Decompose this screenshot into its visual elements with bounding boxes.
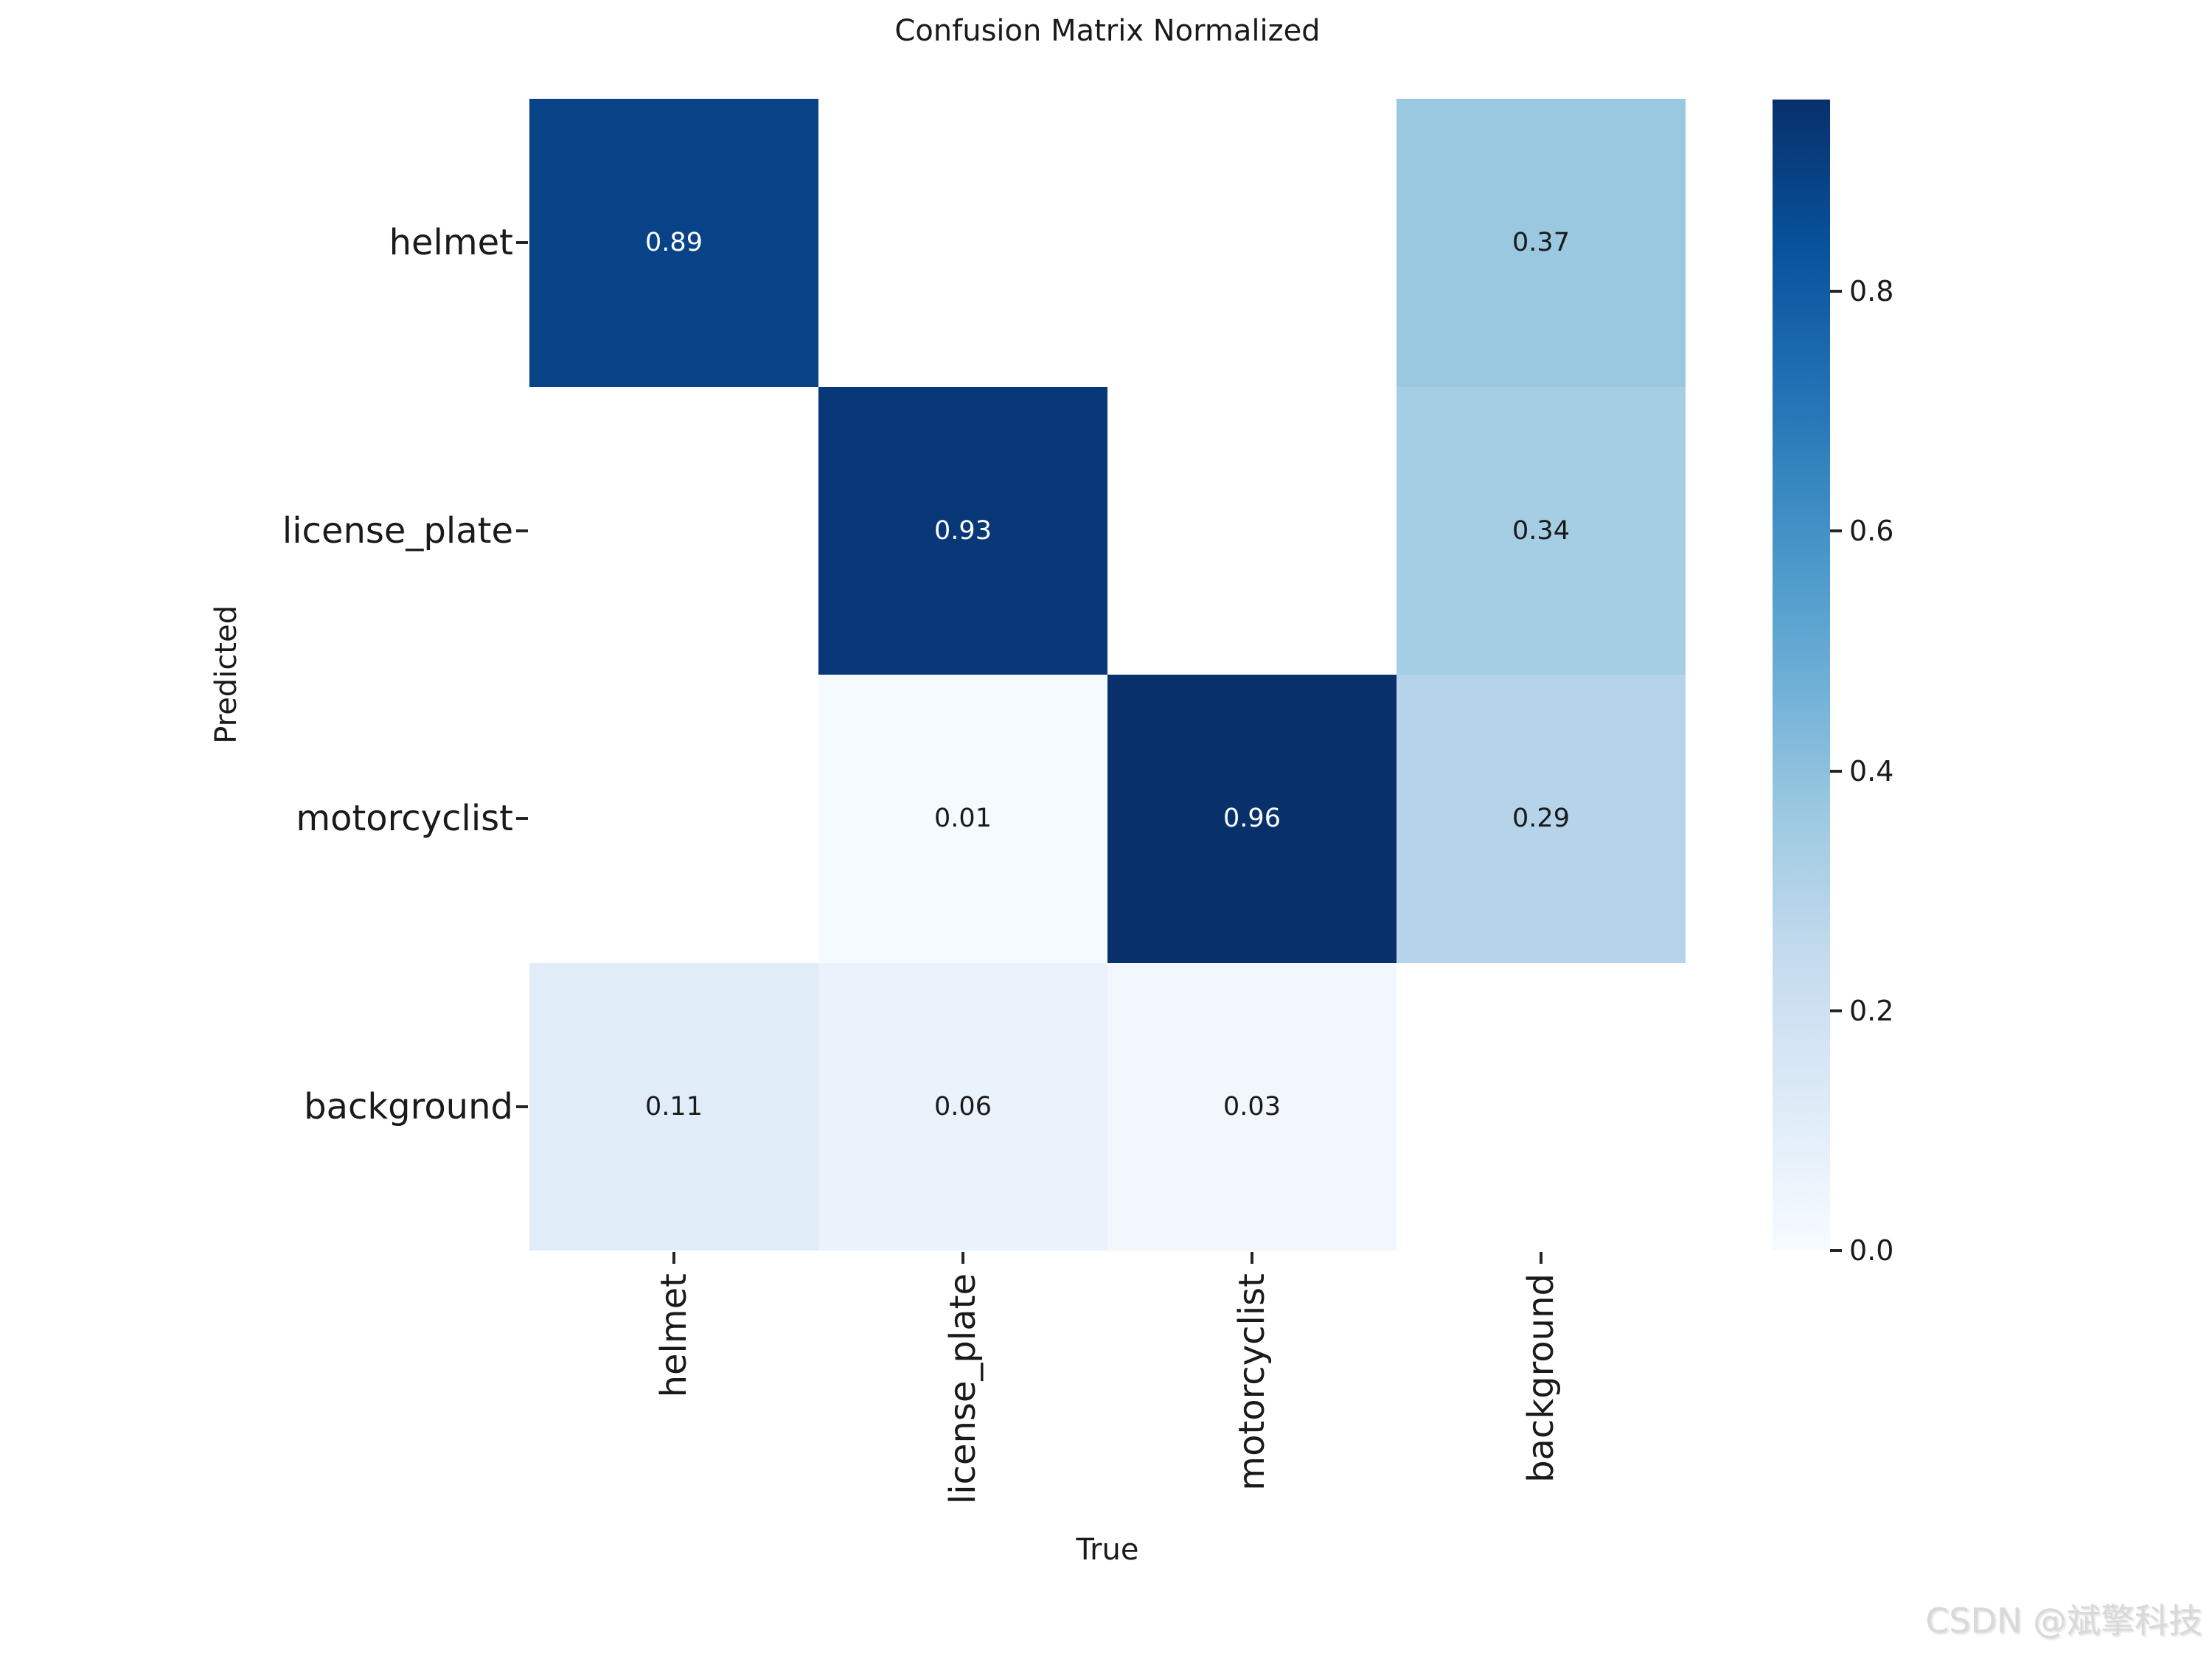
y-axis-label-text: Predicted	[209, 605, 243, 744]
colorbar-tick-label-0.2: 0.2	[1849, 994, 1894, 1027]
heatmap-cell-license_plate-helmet	[529, 386, 818, 675]
heatmap-cell-license_plate-background: 0.34	[1397, 386, 1686, 675]
x-tick-label-background: background	[1519, 1273, 1563, 1483]
x-tick-label-text: motorcyclist	[1231, 1273, 1273, 1491]
y-tick-mark	[516, 529, 528, 532]
heatmap-cell-helmet-helmet: 0.89	[529, 99, 818, 387]
colorbar-tick-mark	[1830, 1249, 1842, 1252]
y-tick-label-motorcyclist: motorcyclist	[296, 798, 513, 840]
heatmap-cell-license_plate-license_plate: 0.93	[818, 386, 1107, 675]
colorbar-tick-label-0.4: 0.4	[1849, 754, 1894, 787]
x-tick-label-license_plate: license_plate	[941, 1273, 985, 1504]
colorbar-tick-mark	[1830, 769, 1842, 773]
y-tick-mark	[516, 817, 528, 821]
x-tick-mark	[672, 1252, 675, 1264]
colorbar-tick-mark	[1830, 1009, 1842, 1012]
watermark: CSDN @斌擎科技	[1925, 1601, 2202, 1641]
heatmap-cell-background-background	[1397, 962, 1686, 1251]
heatmap-cell-motorcyclist-background: 0.29	[1397, 675, 1686, 963]
colorbar-tick-label-0.8: 0.8	[1849, 275, 1894, 308]
x-tick-label-helmet: helmet	[652, 1273, 696, 1397]
heatmap-grid: 0.89 0.37 0.93 0.34 0.01 0.96 0.29 0.11 0.06 0.03	[529, 99, 1686, 1251]
heatmap-cell-helmet-license_plate	[818, 99, 1107, 387]
heatmap-cell-motorcyclist-helmet	[529, 675, 818, 963]
heatmap-cell-helmet-background: 0.37	[1397, 99, 1686, 387]
colorbar-tick-label-0.6: 0.6	[1849, 515, 1894, 548]
heatmap-cell-background-helmet: 0.11	[529, 962, 818, 1251]
y-tick-mark	[516, 1105, 528, 1108]
colorbar	[1773, 100, 1830, 1251]
y-tick-label-background: background	[304, 1085, 513, 1127]
heatmap-cell-license_plate-motorcyclist	[1107, 386, 1397, 675]
heatmap-cell-background-license_plate: 0.06	[818, 962, 1107, 1251]
colorbar-tick-mark	[1830, 290, 1842, 293]
colorbar-tick-label-0.0: 0.0	[1849, 1234, 1894, 1267]
y-tick-mark	[516, 241, 528, 245]
heatmap-cell-background-motorcyclist: 0.03	[1107, 962, 1397, 1251]
x-tick-label-text: helmet	[653, 1273, 695, 1398]
colorbar-tick-mark	[1830, 529, 1842, 533]
heatmap-cell-helmet-motorcyclist	[1107, 99, 1397, 387]
y-tick-label-license_plate: license_plate	[282, 509, 513, 552]
x-tick-label-text: background	[1520, 1273, 1562, 1483]
y-tick-label-helmet: helmet	[389, 222, 513, 264]
x-tick-mark	[1540, 1252, 1543, 1264]
heatmap-cell-motorcyclist-motorcyclist: 0.96	[1107, 675, 1397, 963]
x-axis-label: True	[1076, 1533, 1139, 1567]
chart-title: Confusion Matrix Normalized	[894, 14, 1321, 48]
x-tick-label-text: license_plate	[942, 1273, 984, 1505]
x-tick-label-motorcyclist: motorcyclist	[1230, 1273, 1274, 1491]
heatmap-cell-motorcyclist-license_plate: 0.01	[818, 675, 1107, 963]
x-tick-mark	[961, 1252, 964, 1264]
x-tick-mark	[1251, 1252, 1253, 1264]
